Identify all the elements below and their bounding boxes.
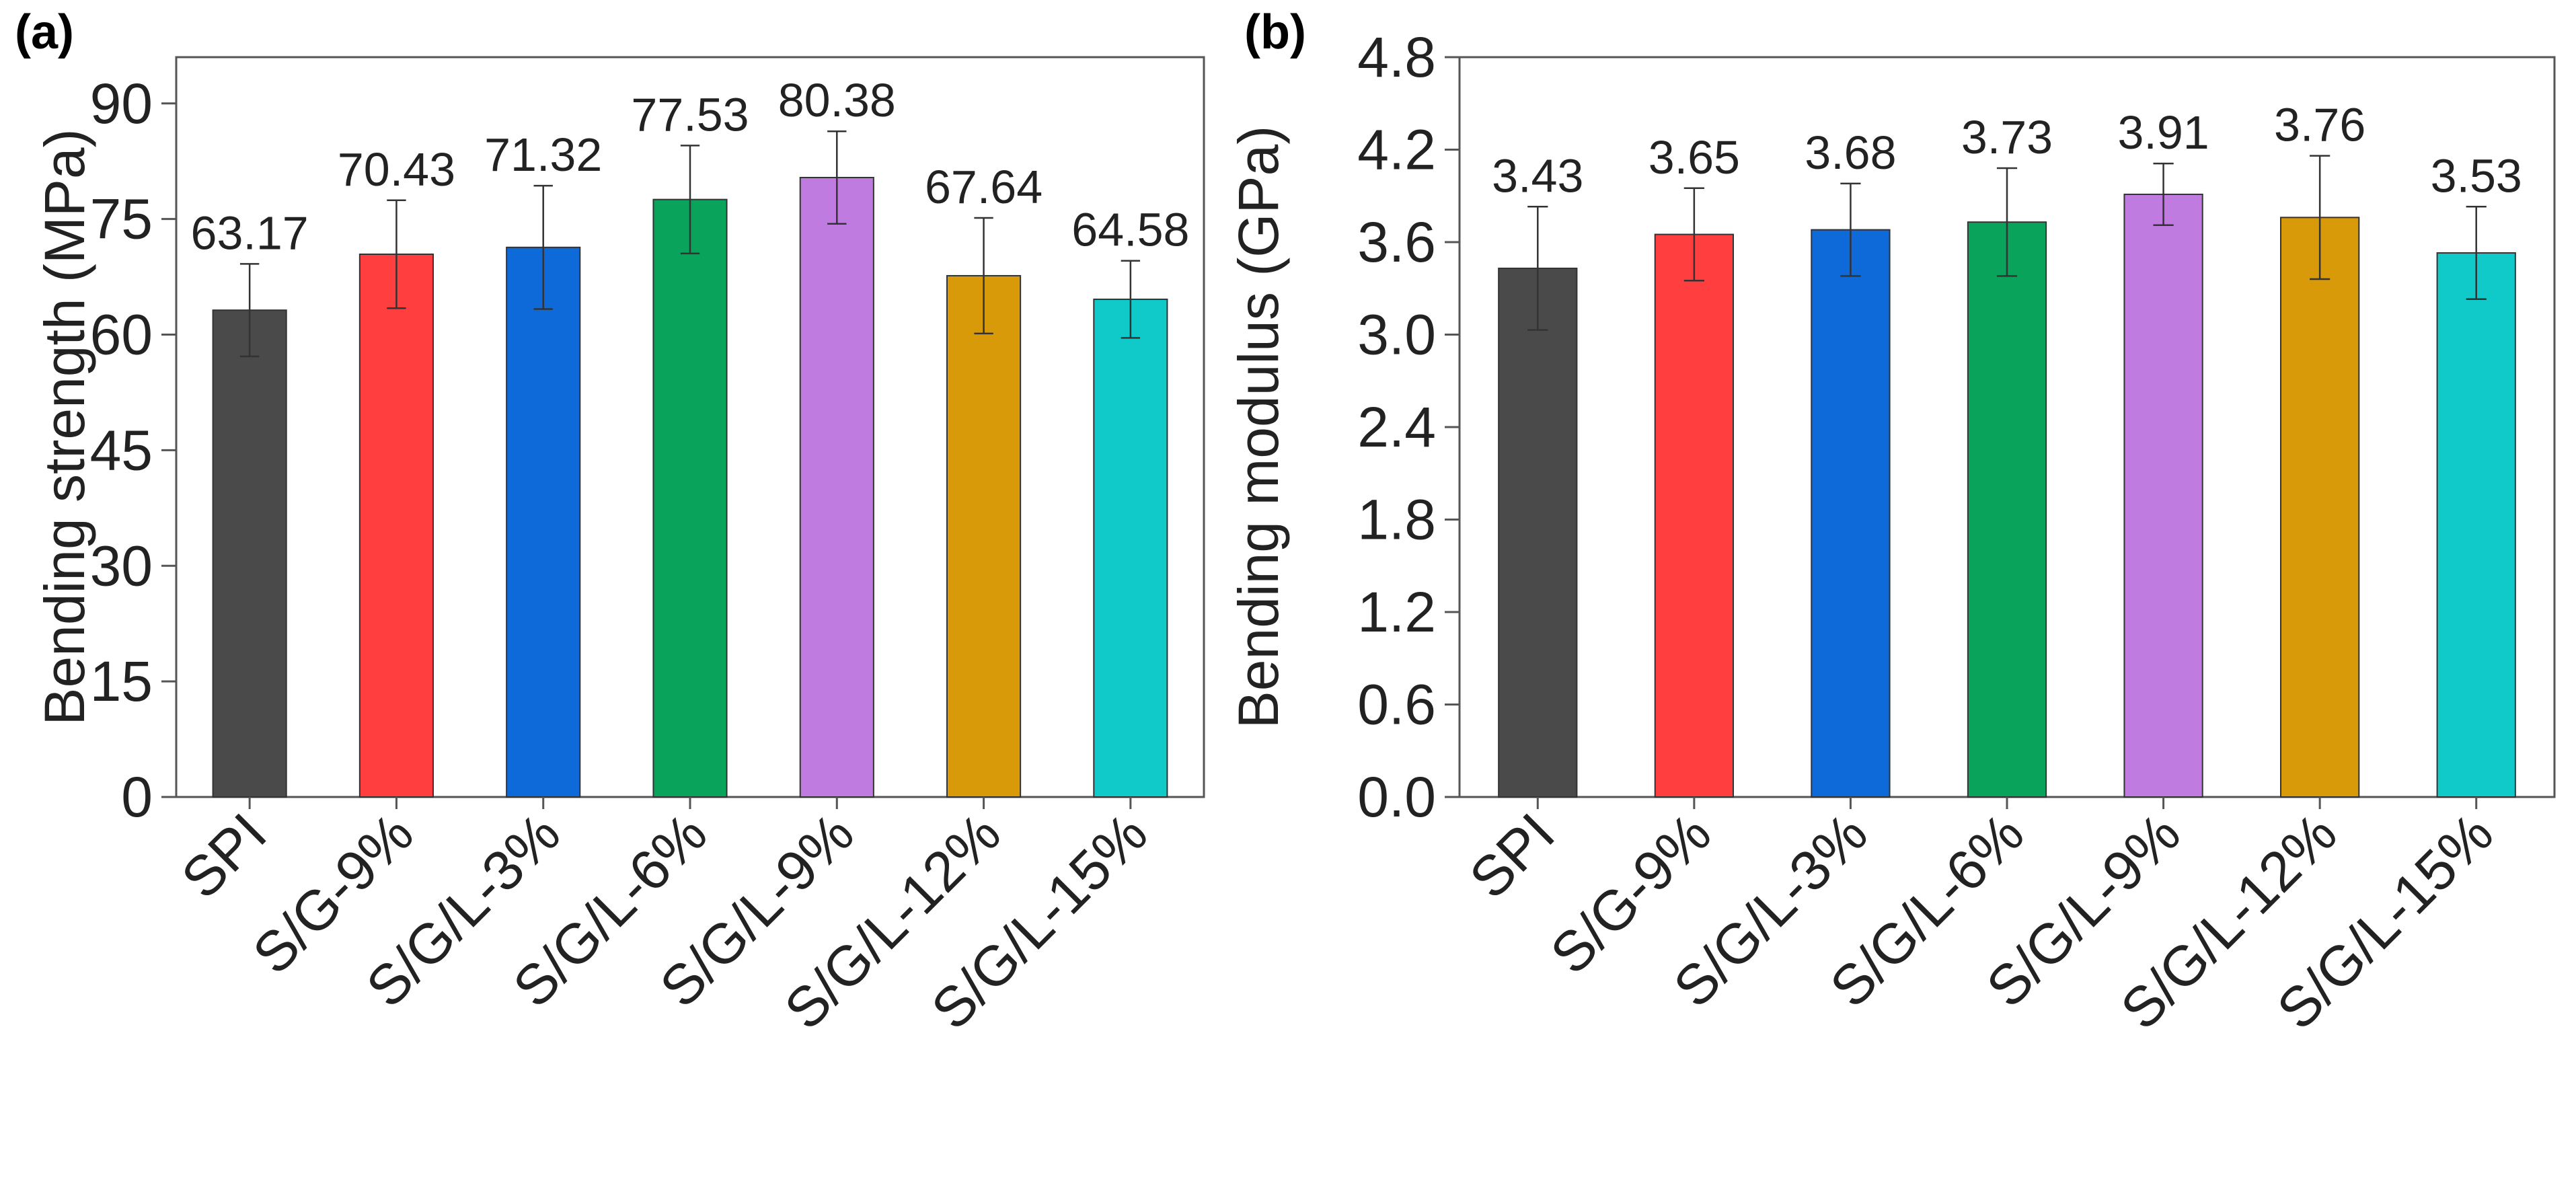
data-label: 3.73 [1961,111,2053,163]
y-tick-label: 0 [121,765,153,829]
y-tick-label: 90 [90,72,153,135]
bar [1967,221,2047,798]
y-tick-label: 4.8 [1357,26,1436,89]
y-tick-label: 75 [90,188,153,251]
data-label: 3.65 [1649,131,1740,184]
data-label: 63.17 [191,206,309,259]
bar [799,176,874,798]
y-tick-label: 15 [90,650,153,713]
bar [946,274,1022,798]
bar [1811,229,1891,798]
y-axis-title: Bending strength (MPa) [33,128,96,725]
y-tick-label: 1.8 [1357,488,1436,552]
data-label: 71.32 [484,128,602,181]
bar [2123,193,2203,798]
x-category-label: SPI [169,801,278,910]
bar [1654,233,1735,798]
data-label: 77.53 [631,88,749,141]
data-label: 3.53 [2431,149,2522,202]
bar [506,246,581,798]
bar [1093,299,1168,798]
data-label: 80.38 [778,74,896,126]
y-tick-label: 0.0 [1357,765,1436,829]
bar [652,198,728,798]
y-tick-label: 60 [90,303,153,367]
data-label: 3.91 [2117,106,2209,159]
data-label: 67.64 [925,161,1043,213]
y-tick-label: 1.2 [1357,580,1436,644]
x-category-label: SPI [1457,801,1566,910]
y-tick-label: 4.2 [1357,118,1436,182]
y-tick-label: 30 [90,534,153,597]
panel-label: (b) [1244,5,1306,59]
y-tick-label: 2.4 [1357,395,1436,459]
y-axis-title: Bending modulus (GPa) [1227,126,1290,728]
y-tick-label: 3.0 [1357,303,1436,367]
bar [1498,267,1578,798]
y-tick-label: 45 [90,418,153,482]
y-tick-label: 0.6 [1357,673,1436,736]
panel-b: (b) 0.0 0.6 1.2 1.8 2.4 3.0 3.6 4.2 4.8 Bending mo… [1227,5,2556,1041]
bar [2280,217,2360,798]
bar [212,309,287,798]
data-label: 3.68 [1805,126,1896,179]
y-tick-label: 3.6 [1357,211,1436,274]
data-label: 70.43 [338,143,455,196]
data-label: 64.58 [1071,204,1189,256]
panel-label: (a) [15,5,74,59]
bar [2436,252,2516,798]
data-label: 3.43 [1492,149,1583,202]
data-label: 3.76 [2274,99,2365,151]
bar [358,253,434,798]
